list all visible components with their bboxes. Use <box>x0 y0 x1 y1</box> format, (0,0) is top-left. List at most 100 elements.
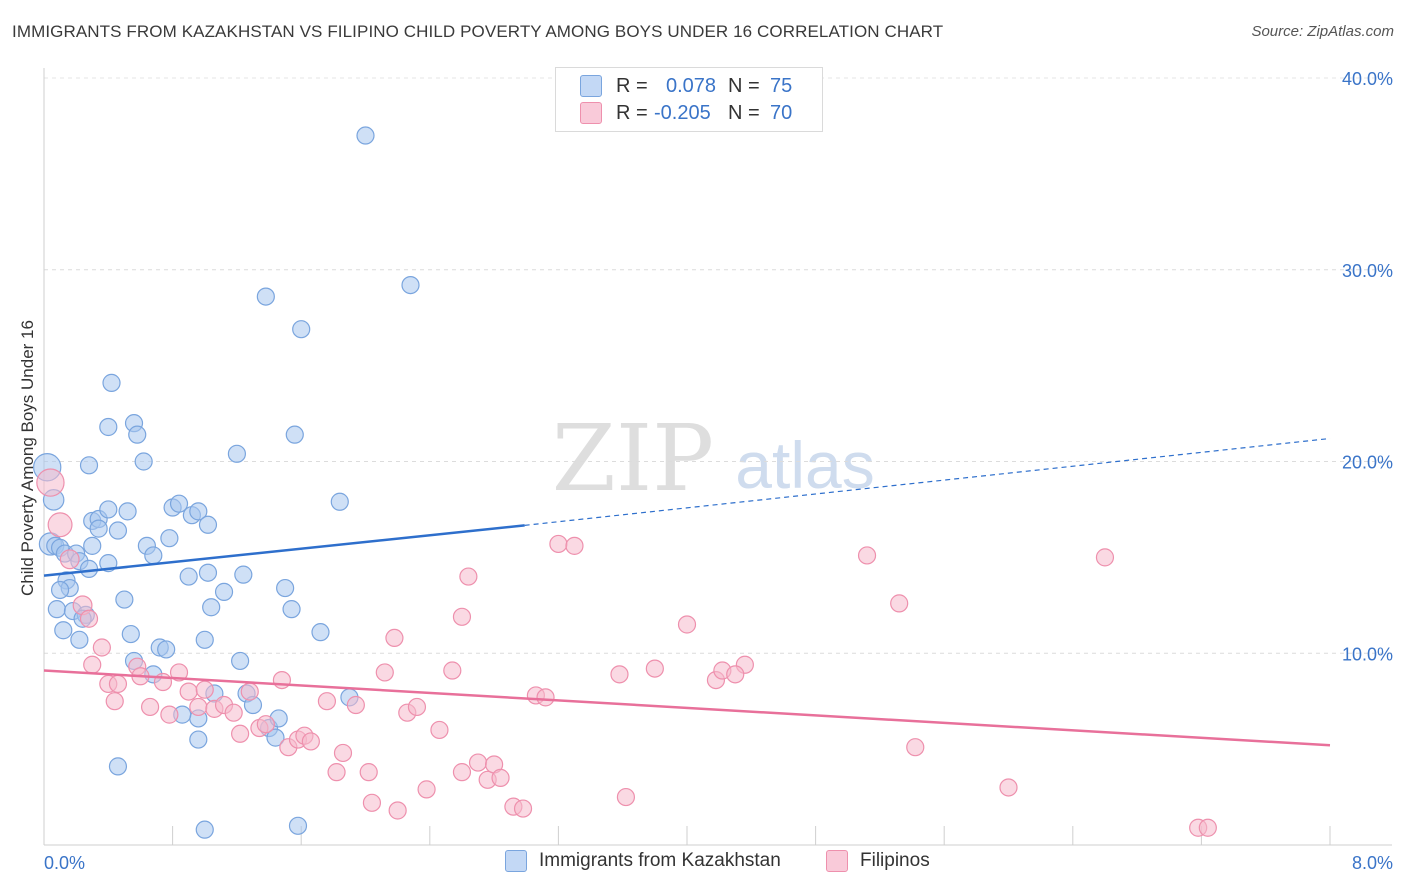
legend-r-value: 0.078 <box>666 74 717 97</box>
filipino-point <box>327 763 346 782</box>
filipino-point <box>179 682 198 701</box>
legend-label-kazakhstan: Immigrants from Kazakhstan <box>539 850 781 871</box>
filipino-point <box>645 659 664 678</box>
filipino-point <box>301 732 320 751</box>
legend-item-filipinos: Filipinos <box>826 850 930 872</box>
filipino-point <box>430 720 449 740</box>
filipino-point <box>452 763 472 782</box>
filipino-point <box>59 549 80 570</box>
filipino-point <box>160 705 179 724</box>
kazakhstan-point <box>79 456 99 475</box>
kazakhstan-point <box>47 600 66 619</box>
kazakhstan-point <box>108 757 128 776</box>
filipino-point <box>169 663 189 682</box>
filipino-point <box>549 534 568 554</box>
kazakhstan-point <box>108 521 128 540</box>
kazakhstan-point <box>70 630 89 649</box>
filipino-point <box>83 655 102 674</box>
legend-n-value: 70 <box>770 101 793 124</box>
filipino-point <box>616 787 636 807</box>
kazakhstan-point <box>144 546 163 565</box>
chart-title: IMMIGRANTS FROM KAZAKHSTAN VS FILIPINO C… <box>12 22 944 41</box>
kazakhstan-point <box>282 600 301 619</box>
x-tick-label: 8.0% <box>1352 853 1393 873</box>
kazakhstan-point <box>50 580 70 600</box>
filipino-point <box>140 697 160 717</box>
y-tick-label: 10.0% <box>1342 644 1393 664</box>
kazakhstan-point <box>134 452 153 471</box>
kazakhstan-point <box>115 590 134 609</box>
kazakhstan-point <box>83 536 102 555</box>
filipino-point <box>857 546 877 565</box>
kazakhstan-point <box>169 494 189 513</box>
filipino-point <box>362 793 382 812</box>
kazakhstan-point <box>118 502 137 521</box>
kazakhstan-point <box>198 563 218 582</box>
filipino-point <box>105 692 124 711</box>
filipino-point <box>346 695 365 715</box>
filipino-point <box>999 778 1018 797</box>
filipino-point <box>677 615 697 634</box>
filipino-point <box>231 724 250 743</box>
kazakhstan-point <box>157 640 176 659</box>
kazakhstan-point <box>89 519 108 538</box>
filipino-point <box>890 594 909 613</box>
filipino-point <box>452 607 472 626</box>
kazakhstan-point <box>234 565 253 584</box>
legend-row-filipinos: R = -0.205 N = 70 <box>556 100 792 126</box>
kazakhstan-point <box>330 492 349 511</box>
filipino-point <box>468 753 488 772</box>
filipino-trendline <box>43 669 1331 747</box>
filipino-point <box>359 763 378 782</box>
kazakhstan-point <box>128 425 147 444</box>
kazakhstan-point <box>54 621 73 640</box>
y-tick-label: 30.0% <box>1342 261 1393 281</box>
kazakhstan-point <box>179 567 198 586</box>
filipino-point <box>195 680 214 699</box>
filipino-point <box>513 799 533 818</box>
kazakhstan-point <box>288 816 308 835</box>
kazakhstan-point <box>102 373 121 392</box>
kazakhstan-point <box>195 820 214 839</box>
kazakhstan-point <box>311 623 330 642</box>
filipino-point <box>388 801 407 820</box>
filipino-point <box>1198 818 1217 837</box>
kazakhstan-point <box>356 126 375 145</box>
legend-r-label: R = <box>616 74 648 97</box>
correlation-legend: R = 0.078 N = 75 R = -0.205 N = 70 <box>555 67 823 132</box>
kazakhstan-point <box>189 730 208 749</box>
series-legend: Immigrants from Kazakhstan Filipinos <box>0 850 1406 880</box>
filipino-point <box>317 692 337 711</box>
filipino-point <box>47 512 73 538</box>
kazakhstan-point <box>198 515 218 534</box>
filipino-point <box>333 743 353 763</box>
kazakhstan-point <box>214 582 234 601</box>
watermark-zip: ZIP <box>552 405 714 512</box>
kazakhstan-point <box>189 502 208 521</box>
filipino-point <box>536 688 555 707</box>
kazakhstan-point <box>285 425 304 444</box>
kazakhstan-point <box>195 630 214 649</box>
filipino-point <box>224 703 243 722</box>
kazakhstan-point <box>266 728 285 747</box>
legend-n-value: 75 <box>770 74 793 97</box>
filipino-point <box>1095 548 1115 567</box>
filipino-point <box>375 663 394 682</box>
kazakhstan-trendline <box>43 524 525 577</box>
filipino-point <box>491 768 510 787</box>
filipino-point <box>459 567 478 586</box>
legend-item-kazakhstan: Immigrants from Kazakhstan <box>505 850 781 872</box>
legend-r-label: R = <box>616 101 648 124</box>
legend-label-filipinos: Filipinos <box>860 850 930 871</box>
chart-source: Source: ZipAtlas.com <box>1251 23 1394 40</box>
filipino-point <box>79 609 99 628</box>
filipino-point <box>92 638 111 657</box>
filipino-point <box>256 715 275 734</box>
filipino-point <box>417 780 436 799</box>
kazakhstan-point <box>99 500 118 519</box>
kazakhstan-point <box>231 651 250 671</box>
filipino-point <box>189 697 208 717</box>
kazakhstan-trendline-extension <box>524 437 1331 526</box>
kazakhstan-point <box>202 598 221 617</box>
